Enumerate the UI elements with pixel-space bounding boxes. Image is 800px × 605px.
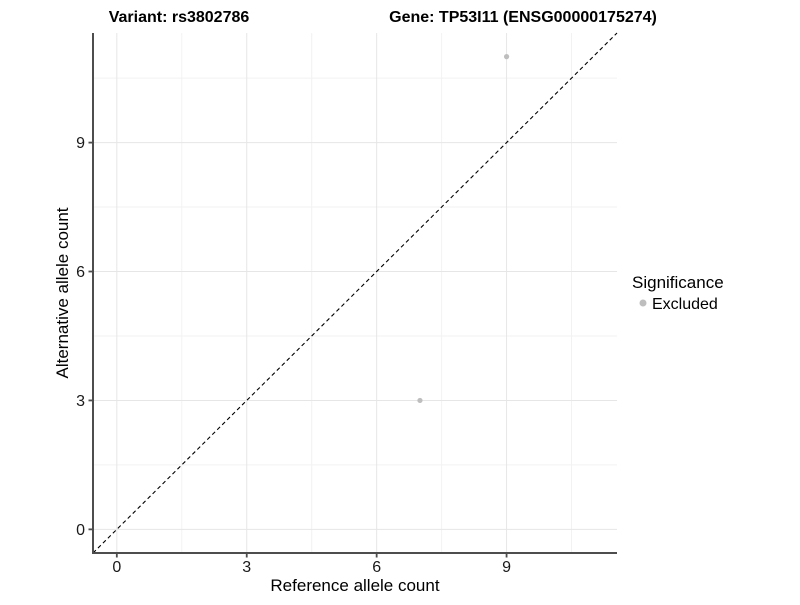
y-axis-title: Alternative allele count [53, 207, 72, 378]
plot-title-gene: Gene: TP53I11 (ENSG00000175274) [389, 9, 657, 26]
data-points-group [417, 54, 510, 404]
data-point [417, 397, 423, 404]
x-tick-label: 9 [502, 559, 511, 576]
axis-lines-group [92, 33, 617, 554]
y-tick-label: 3 [76, 393, 85, 410]
identity-reference-line-group [92, 32, 618, 554]
legend-title: Significance [632, 273, 724, 292]
gridlines-minor [93, 33, 617, 553]
plot-title-variant: Variant: rs3802786 [109, 9, 250, 26]
tick-marks-group [88, 141, 508, 558]
y-tick-label: 6 [76, 264, 85, 281]
legend-item-label-excluded: Excluded [652, 296, 718, 313]
y-tick-label: 9 [76, 135, 85, 152]
legend-excluded-marker-icon [639, 299, 647, 307]
y-tick-label: 0 [76, 522, 85, 539]
x-tick-label: 6 [372, 559, 381, 576]
legend: Significance Excluded [632, 273, 724, 313]
data-point [503, 54, 510, 60]
x-axis-title: Reference allele count [270, 576, 439, 595]
y-tick-labels-group: 0 3 6 9 [76, 135, 85, 539]
gridlines-major [93, 33, 617, 553]
x-tick-label: 0 [112, 559, 121, 576]
axis-lines [92, 33, 617, 554]
identity-dashed-line [92, 32, 618, 554]
x-tick-label: 3 [242, 559, 251, 576]
x-tick-labels-group: 0 3 6 9 [112, 559, 511, 576]
